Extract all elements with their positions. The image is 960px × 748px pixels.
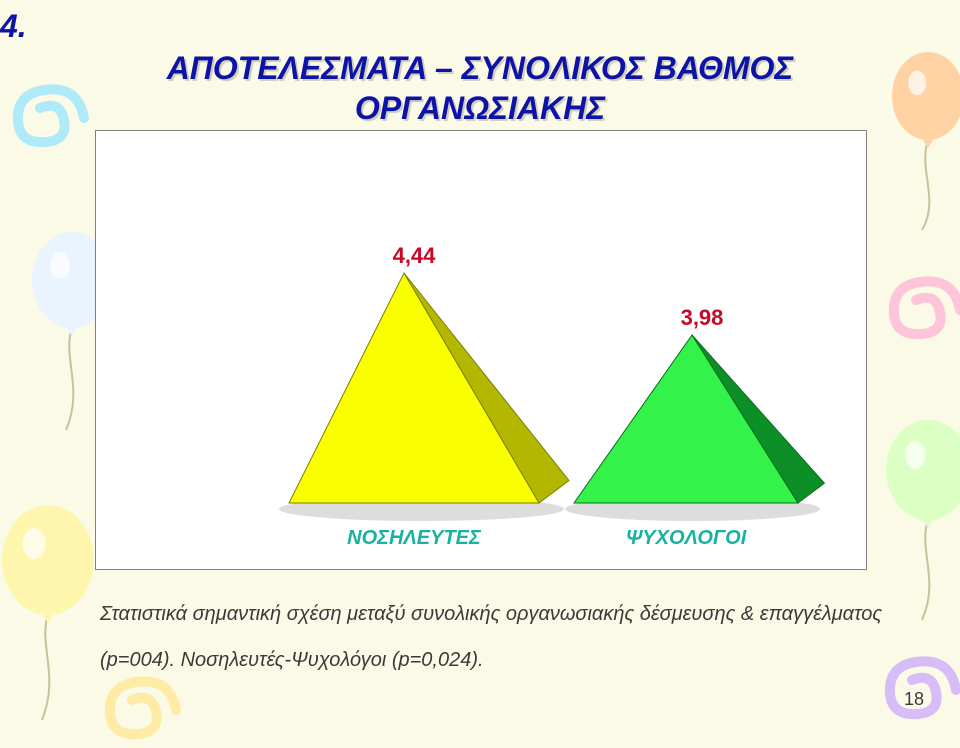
pyramid-chart: 4,44 ΝΟΣΗΛΕΥΤΕΣ 3,98 ΨΥΧΟΛΟΓΟΙ: [95, 130, 867, 570]
title-line-1: ΑΠΟΤΕΛΕΣΜΑΤΑ – ΣΥΝΟΛΙΚΟΣ ΒΑΘΜΟΣ ΟΡΓΑΝΩΣΙ…: [167, 50, 794, 126]
slide: 4. ΑΠΟΤΕΛΕΣΜΑΤΑ – ΣΥΝΟΛΙΚΟΣ ΒΑΘΜΟΣ ΟΡΓΑΝ…: [0, 0, 960, 748]
chart-value-label: 3,98: [662, 305, 742, 331]
chart-category-label: ΝΟΣΗΛΕΥΤΕΣ: [304, 527, 524, 550]
chart-value-label: 4,44: [374, 243, 454, 269]
chart-svg: [96, 131, 866, 569]
footnote: Στατιστικά σημαντική σχέση μεταξύ συνολι…: [100, 580, 900, 672]
page-number: 18: [904, 689, 924, 710]
chart-category-label: ΨΥΧΟΛΟΓΟΙ: [576, 527, 796, 550]
footnote-line-2: (p=004). Νοσηλευτές-Ψυχολόγοι (p=0,024).: [100, 649, 484, 671]
footnote-line-1: Στατιστικά σημαντική σχέση μεταξύ συνολι…: [100, 603, 882, 625]
section-number: 4.: [0, 8, 27, 45]
